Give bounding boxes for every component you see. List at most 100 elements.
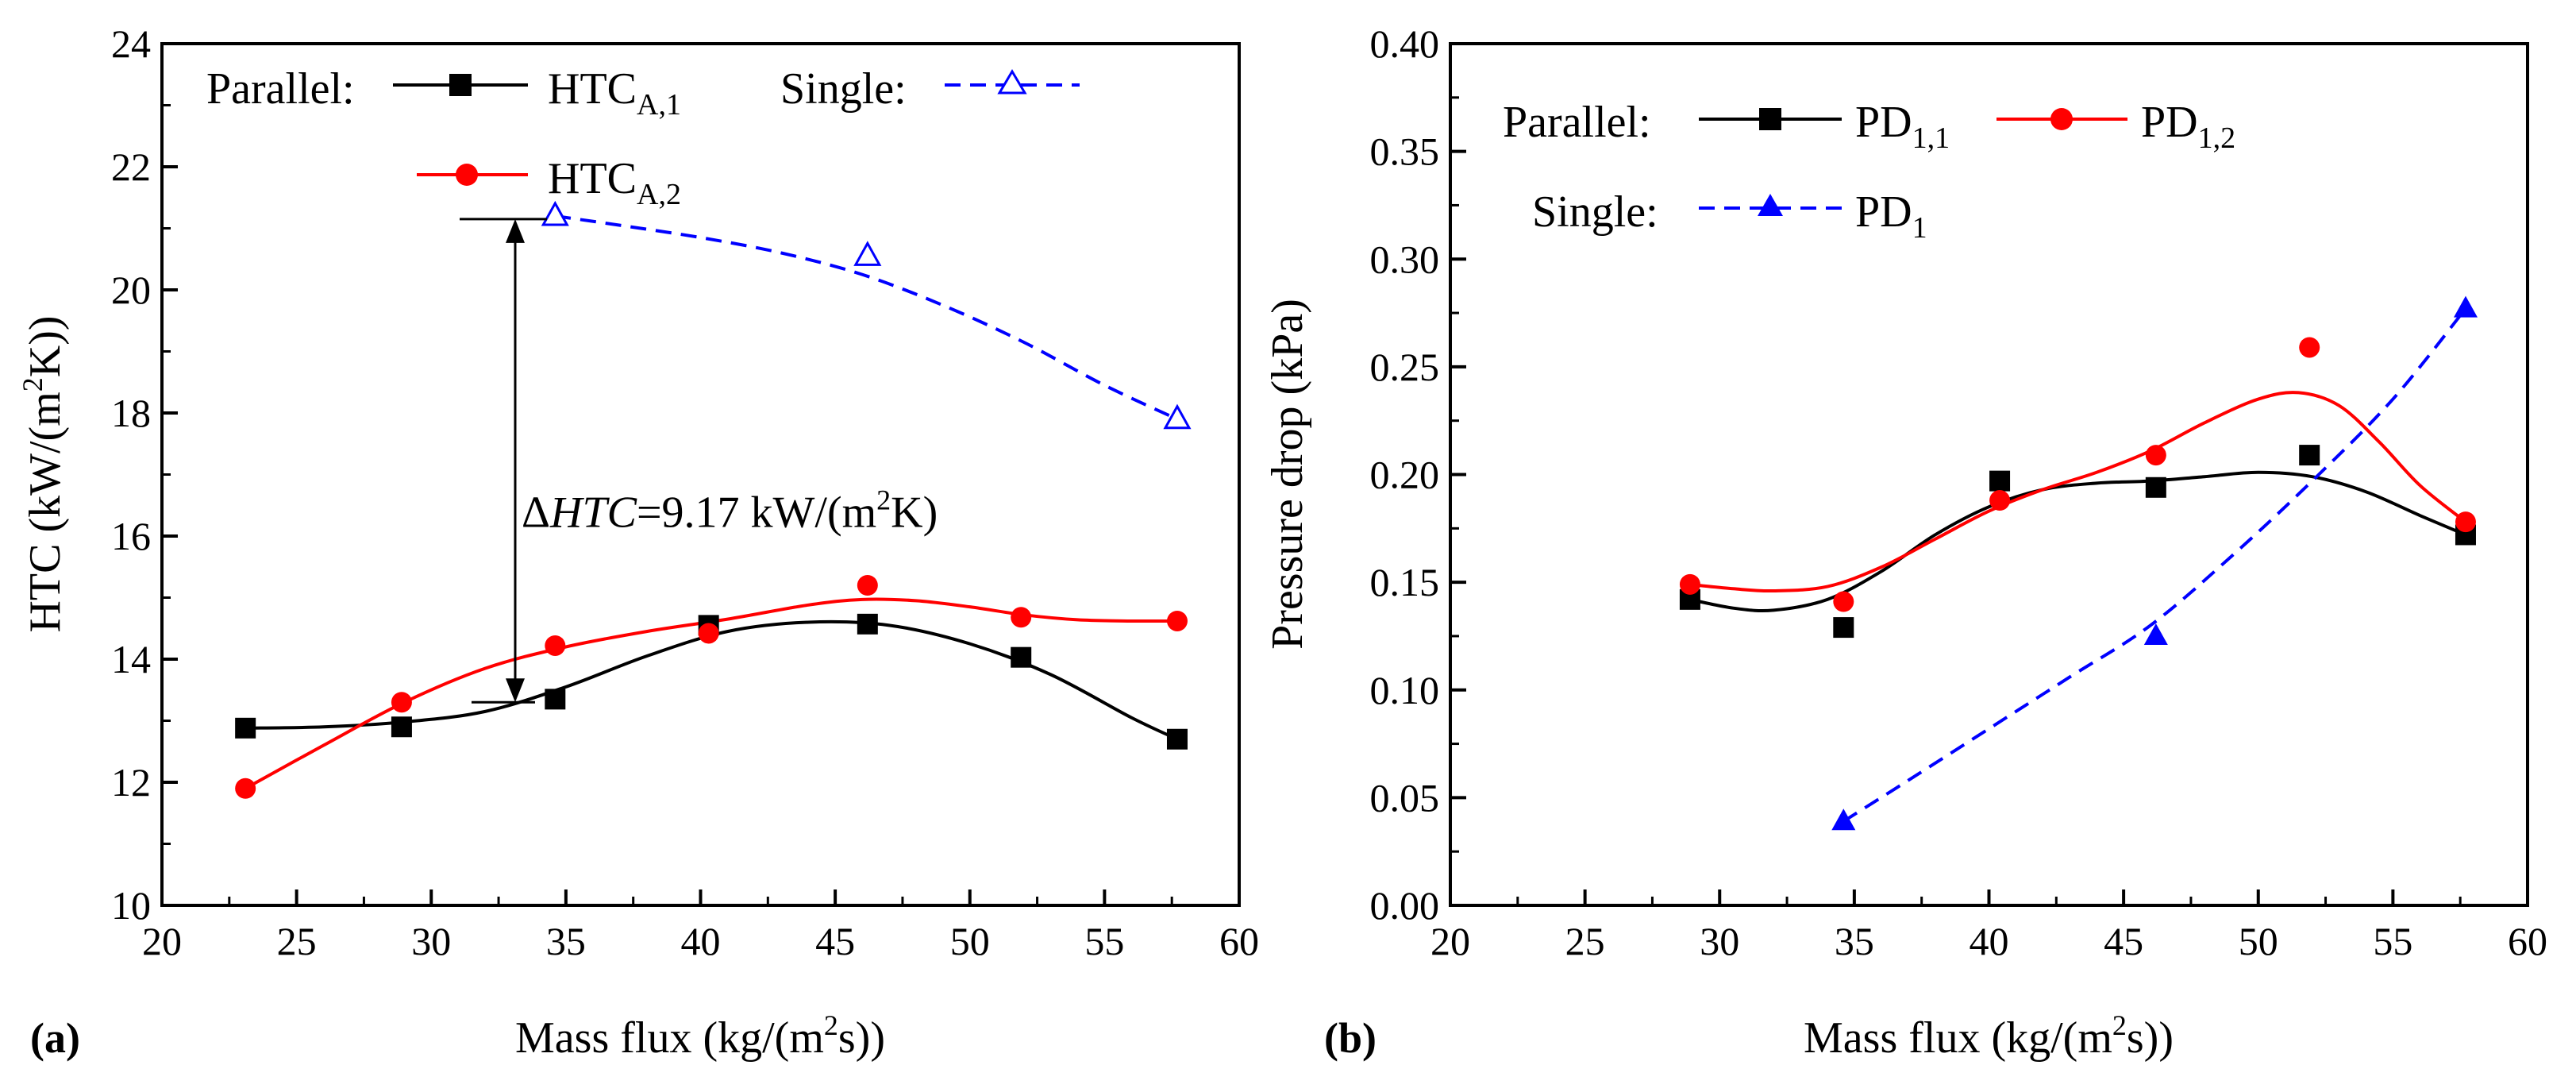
series-fit-line <box>1689 470 2466 613</box>
y-tick-label: 0.30 <box>1370 237 1440 281</box>
legend-b-pd12-marker <box>2050 108 2073 130</box>
panel-a-y-axis-label: HTC (kW/(m2K)) <box>17 315 70 632</box>
x-tick-label: 50 <box>2239 919 2278 963</box>
y-tick-label: 0.20 <box>1370 453 1440 497</box>
legend-a-single-label: Single: <box>780 64 907 114</box>
panel-a-annotation: ΔHTC=9.17 kW/(m2K) <box>460 218 938 704</box>
panel-b-plot-frame <box>1449 42 2529 907</box>
legend-b-pd11-marker <box>1759 108 1781 130</box>
x-tick-label: 45 <box>815 919 855 963</box>
annotation-delta-htc: ΔHTC=9.17 kW/(m2K) <box>522 484 938 537</box>
panel-a-markers <box>235 200 1192 799</box>
data-point-square <box>2145 477 2166 498</box>
data-point-circle <box>1989 490 2011 511</box>
panel-b-markers <box>1679 295 2478 831</box>
data-point-circle <box>1011 607 1032 628</box>
x-tick-label: 20 <box>142 919 182 963</box>
panel-b-y-ticks: 0.00 0.05 0.10 0.15 0.20 0.25 0.30 0.35 0.40 <box>1370 21 1466 928</box>
legend-a-htc-a2-marker <box>456 164 478 186</box>
data-point-circle <box>545 635 566 656</box>
data-point-triangle <box>2143 623 2168 645</box>
data-point-square <box>1011 646 1032 668</box>
data-point-circle <box>1833 591 1854 612</box>
legend-b-pd12-label: PD1,2 <box>2141 98 2235 155</box>
data-point-triangle <box>541 200 569 226</box>
x-tick-label: 35 <box>546 919 586 963</box>
series-fit-line <box>1689 391 2467 593</box>
panel-b-label: (b) <box>1324 1014 1377 1062</box>
panel-b-x-axis-label: Mass flux (kg/(m2s)) <box>1804 1009 2174 1063</box>
data-point-circle <box>857 575 878 596</box>
y-tick-label: 0.35 <box>1370 129 1440 174</box>
x-tick-label: 20 <box>1430 919 1470 963</box>
y-tick-label: 0.25 <box>1370 345 1440 389</box>
x-tick-label: 25 <box>277 919 317 963</box>
data-point-circle <box>2299 337 2320 358</box>
panel-a: 10 12 14 16 18 20 22 24 20 25 30 35 40 45 50 55 60 ΔHTC… <box>17 21 1259 1063</box>
data-point-square <box>2299 445 2320 466</box>
y-tick-label: 12 <box>111 760 151 805</box>
y-tick-label: 0.15 <box>1370 560 1440 604</box>
data-point-triangle <box>1831 808 1856 831</box>
x-tick-label: 45 <box>2104 919 2143 963</box>
y-tick-label: 18 <box>111 391 151 435</box>
legend-b-parallel-label: Parallel: <box>1503 98 1651 147</box>
x-tick-label: 55 <box>1084 919 1124 963</box>
panel-b-y-axis-label: Pressure drop (kPa) <box>1263 299 1312 650</box>
legend-b-single-label: Single: <box>1532 187 1658 237</box>
panel-a-x-axis-label: Mass flux (kg/(m2s)) <box>515 1009 885 1063</box>
y-tick-label: 24 <box>111 21 151 66</box>
data-point-square <box>1833 617 1854 639</box>
data-point-circle <box>2455 511 2476 533</box>
panel-a-plot-frame <box>160 42 1241 907</box>
x-tick-label: 60 <box>2508 919 2547 963</box>
legend-a-single-marker <box>997 69 1027 95</box>
annotation-arrow-head-up <box>506 218 525 243</box>
y-tick-label: 0.00 <box>1370 883 1440 928</box>
data-point-triangle <box>853 241 882 266</box>
x-tick-label: 40 <box>1970 919 2009 963</box>
y-tick-label: 20 <box>111 268 151 312</box>
data-point-triangle <box>2453 295 2478 318</box>
y-tick-label: 14 <box>111 637 151 681</box>
series-fit-line <box>1842 307 2467 823</box>
y-tick-label: 22 <box>111 145 151 189</box>
y-tick-label: 0.10 <box>1370 668 1440 712</box>
data-point-square <box>1166 728 1188 750</box>
legend-a-htc-a1-marker <box>449 74 472 96</box>
data-point-triangle <box>1163 403 1192 430</box>
data-point-square <box>545 689 566 710</box>
x-tick-label: 35 <box>1835 919 1874 963</box>
y-tick-label: 16 <box>111 514 151 558</box>
data-point-circle <box>235 778 256 799</box>
legend-a-htc-a1-label: HTCA,1 <box>548 64 681 122</box>
legend-a-htc-a2-label: HTCA,2 <box>548 154 681 211</box>
x-tick-label: 55 <box>2373 919 2412 963</box>
x-tick-label: 25 <box>1565 919 1605 963</box>
data-point-square <box>391 716 412 738</box>
legend-b-pd1-label: PD1 <box>1855 187 1927 245</box>
series-fit-line <box>555 214 1178 421</box>
data-point-circle <box>698 623 719 644</box>
panel-a-x-ticks: 20 25 30 35 40 45 50 55 60 <box>142 889 1259 963</box>
panel-a-legend: Parallel: HTCA,1 Single: HTCA,2 <box>206 64 1080 211</box>
data-point-circle <box>2145 445 2166 466</box>
y-tick-label: 10 <box>111 883 151 928</box>
legend-a-parallel-label: Parallel: <box>206 64 355 114</box>
data-point-square <box>857 613 878 635</box>
x-tick-label: 50 <box>950 919 990 963</box>
legend-b-pd1-marker <box>1758 194 1783 216</box>
x-tick-label: 40 <box>681 919 721 963</box>
y-tick-label: 0.05 <box>1370 775 1440 820</box>
x-tick-label: 30 <box>411 919 451 963</box>
x-tick-label: 60 <box>1219 919 1259 963</box>
panel-b-fit-lines <box>1689 307 2467 823</box>
data-point-square <box>1989 470 2011 492</box>
data-point-circle <box>391 692 412 713</box>
panel-a-y-ticks: 10 12 14 16 18 20 22 24 <box>111 21 178 928</box>
panel-b-legend: Parallel: PD1,1 PD1,2 Single: PD1 <box>1503 98 2235 245</box>
data-point-square <box>235 717 256 739</box>
panel-b: 0.00 0.05 0.10 0.15 0.20 0.25 0.30 0.35 0.40 20 2… <box>1263 21 2547 1063</box>
y-tick-label: 0.40 <box>1370 21 1440 66</box>
